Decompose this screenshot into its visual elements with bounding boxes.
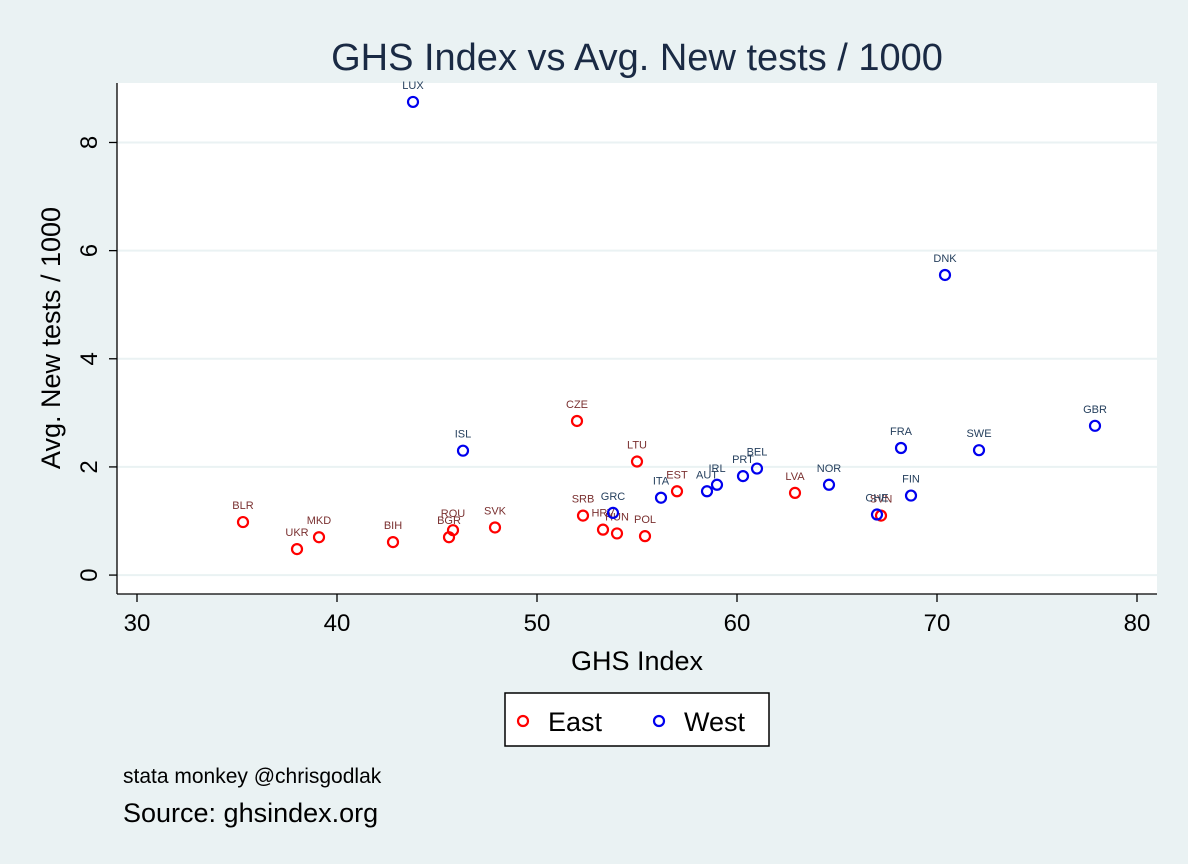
point-west-dnk xyxy=(938,268,952,282)
plot-area xyxy=(117,83,1157,594)
point-west-gbr xyxy=(1088,419,1102,432)
point-label-pol: POL xyxy=(634,514,656,526)
point-label-est: EST xyxy=(666,469,688,481)
point-west-bel xyxy=(750,462,764,475)
point-label-mkd: MKD xyxy=(307,515,332,527)
point-label-irl: IRL xyxy=(708,463,725,475)
point-label-ltu: LTU xyxy=(627,440,647,452)
y-tick-label-2: 2 xyxy=(76,460,103,473)
legend-marker-west xyxy=(652,714,666,728)
point-west-aut xyxy=(700,485,714,498)
point-label-grc: GRC xyxy=(601,491,626,503)
point-east-bih xyxy=(386,535,400,549)
point-label-lux: LUX xyxy=(402,80,424,92)
x-tick-label-60: 60 xyxy=(724,610,751,637)
point-east-mkd xyxy=(312,531,326,544)
point-label-bih: BIH xyxy=(384,520,402,532)
point-east-ukr xyxy=(290,543,304,556)
y-tick-label-4: 4 xyxy=(76,352,103,365)
point-label-fin: FIN xyxy=(902,474,920,486)
x-tick-label-30: 30 xyxy=(124,610,151,637)
point-west-nor xyxy=(822,478,836,491)
point-label-che: CHE xyxy=(865,493,888,505)
x-tick-label-40: 40 xyxy=(324,610,351,637)
point-label-bgr: BGR xyxy=(437,515,461,527)
point-label-fra: FRA xyxy=(890,426,913,438)
point-label-isl: ISL xyxy=(455,429,472,441)
point-east-blr xyxy=(236,515,250,529)
point-west-ita xyxy=(654,491,668,504)
point-east-hun xyxy=(610,527,624,540)
x-tick-label-80: 80 xyxy=(1124,610,1151,637)
point-east-srb xyxy=(576,509,590,522)
point-label-srb: SRB xyxy=(572,494,595,506)
point-label-cze: CZE xyxy=(566,399,588,411)
point-west-grc xyxy=(606,506,620,519)
point-label-ukr: UKR xyxy=(285,527,308,539)
legend-label-west: West xyxy=(684,707,746,737)
point-label-svn: SVN xyxy=(870,494,893,506)
point-label-blr: BLR xyxy=(232,500,253,512)
point-label-svk: SVK xyxy=(484,505,507,517)
point-label-dnk: DNK xyxy=(933,253,957,265)
legend-marker-east xyxy=(516,714,530,728)
point-east-ltu xyxy=(630,455,644,468)
chart-title: GHS Index vs Avg. New tests / 1000 xyxy=(331,37,943,79)
y-tick-label-0: 0 xyxy=(76,568,103,581)
point-label-rou: ROU xyxy=(441,508,466,520)
point-label-prt: PRT xyxy=(732,454,754,466)
point-west-fra xyxy=(894,441,908,455)
point-east-rou xyxy=(446,524,460,537)
point-east-hrv xyxy=(596,523,610,536)
y-axis-title: Avg. New tests / 1000 xyxy=(36,207,66,469)
point-west-isl xyxy=(456,444,470,457)
point-east-cze xyxy=(570,414,584,428)
point-east-est xyxy=(670,485,684,498)
point-label-swe: SWE xyxy=(966,428,991,440)
x-axis-title: GHS Index xyxy=(571,646,704,676)
point-label-bel: BEL xyxy=(747,447,768,459)
point-west-che xyxy=(870,508,884,521)
point-west-lux xyxy=(406,95,420,109)
y-tick-label-8: 8 xyxy=(76,136,103,149)
point-label-gbr: GBR xyxy=(1083,404,1107,416)
x-tick-label-70: 70 xyxy=(924,610,951,637)
point-west-irl xyxy=(710,478,724,491)
point-label-ita: ITA xyxy=(653,476,670,488)
legend-box xyxy=(504,692,770,747)
legend-label-east: East xyxy=(548,707,603,737)
axes: 0 2 4 6 8 30 40 50 60 70 80 xyxy=(76,83,1157,637)
x-tick-label-50: 50 xyxy=(524,610,551,637)
point-east-pol xyxy=(638,530,652,543)
point-east-svk xyxy=(488,521,502,534)
legend: East West xyxy=(504,692,770,747)
point-label-lva: LVA xyxy=(785,471,805,483)
point-east-lva xyxy=(788,486,802,499)
source-note: Source: ghsindex.org xyxy=(123,798,378,828)
point-west-prt xyxy=(736,470,750,483)
point-west-fin xyxy=(904,489,918,502)
point-west-swe xyxy=(972,444,986,457)
credit-note: stata monkey @chrisgodlak xyxy=(123,765,382,788)
y-tick-label-6: 6 xyxy=(76,244,103,257)
point-label-aut: AUT xyxy=(696,469,718,481)
point-label-nor: NOR xyxy=(817,463,842,475)
